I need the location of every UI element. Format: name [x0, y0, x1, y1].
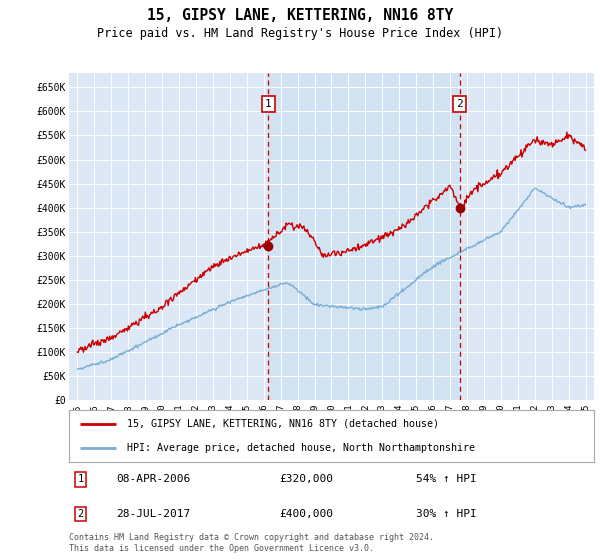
Text: 2: 2: [77, 509, 83, 519]
Text: HPI: Average price, detached house, North Northamptonshire: HPI: Average price, detached house, Nort…: [127, 443, 475, 453]
Text: £400,000: £400,000: [279, 509, 333, 519]
Text: 28-JUL-2017: 28-JUL-2017: [116, 509, 191, 519]
Text: £320,000: £320,000: [279, 474, 333, 484]
Text: 2: 2: [457, 99, 463, 109]
Text: 15, GIPSY LANE, KETTERING, NN16 8TY (detached house): 15, GIPSY LANE, KETTERING, NN16 8TY (det…: [127, 419, 439, 429]
Text: 08-APR-2006: 08-APR-2006: [116, 474, 191, 484]
Text: 30% ↑ HPI: 30% ↑ HPI: [415, 509, 476, 519]
Text: 1: 1: [265, 99, 272, 109]
Text: Price paid vs. HM Land Registry's House Price Index (HPI): Price paid vs. HM Land Registry's House …: [97, 27, 503, 40]
Text: 1: 1: [77, 474, 83, 484]
Text: 54% ↑ HPI: 54% ↑ HPI: [415, 474, 476, 484]
Bar: [268, 73, 460, 400]
Text: Contains HM Land Registry data © Crown copyright and database right 2024.
This d: Contains HM Land Registry data © Crown c…: [69, 533, 434, 553]
Text: 15, GIPSY LANE, KETTERING, NN16 8TY: 15, GIPSY LANE, KETTERING, NN16 8TY: [147, 8, 453, 24]
